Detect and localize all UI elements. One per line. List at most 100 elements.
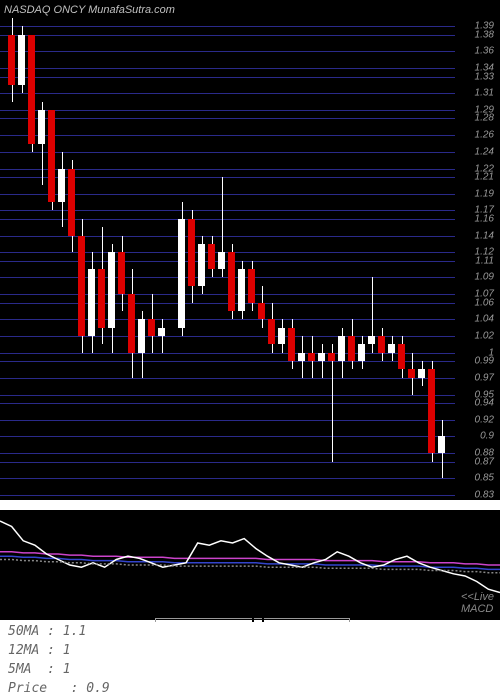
stat-price: Price : 0.9 bbox=[0, 679, 500, 698]
grid-line bbox=[0, 361, 455, 362]
stat-50ma: 50MA : 1.1 bbox=[0, 622, 500, 641]
y-axis-label: 0.99 bbox=[475, 356, 494, 367]
candle-body bbox=[408, 369, 415, 377]
candle-body bbox=[38, 110, 45, 143]
candle-body bbox=[428, 369, 435, 453]
y-axis-label: 0.97 bbox=[475, 372, 494, 383]
candle-body bbox=[228, 252, 235, 311]
y-axis-label: 0.87 bbox=[475, 456, 494, 467]
candle-body bbox=[298, 353, 305, 361]
y-axis-label: 0.94 bbox=[475, 397, 494, 408]
candle-body bbox=[68, 169, 75, 236]
grid-line bbox=[0, 236, 455, 237]
y-axis-label: 1.28 bbox=[475, 113, 494, 124]
grid-line bbox=[0, 93, 455, 94]
candle-body bbox=[378, 336, 385, 353]
y-axis-label: 1.11 bbox=[475, 255, 494, 266]
grid-line bbox=[0, 110, 455, 111]
y-axis-label: 1.33 bbox=[475, 71, 494, 82]
candle-body bbox=[398, 344, 405, 369]
chart-title: NASDAQ ONCY MunafaSutra.com bbox=[4, 4, 175, 16]
candle-body bbox=[98, 269, 105, 328]
grid-line bbox=[0, 395, 455, 396]
candle-wick bbox=[162, 319, 163, 352]
grid-line bbox=[0, 51, 455, 52]
y-axis-label: 1.38 bbox=[475, 29, 494, 40]
grid-line bbox=[0, 77, 455, 78]
grid-line bbox=[0, 453, 455, 454]
grid-line bbox=[0, 436, 455, 437]
y-axis-label: 1.16 bbox=[475, 213, 494, 224]
candle-body bbox=[148, 319, 155, 336]
grid-line bbox=[0, 35, 455, 36]
candle-body bbox=[78, 236, 85, 336]
candle-body bbox=[248, 269, 255, 302]
candle-body bbox=[8, 35, 15, 85]
candle-body bbox=[158, 328, 165, 336]
grid-line bbox=[0, 378, 455, 379]
grid-line bbox=[0, 420, 455, 421]
candle-body bbox=[348, 336, 355, 361]
live-label: <<Live MACD bbox=[461, 591, 494, 615]
candle-body bbox=[278, 328, 285, 345]
candle-body bbox=[328, 353, 335, 361]
candle-body bbox=[418, 369, 425, 377]
candlestick-chart: NASDAQ ONCY MunafaSutra.com 1.391.381.36… bbox=[0, 0, 500, 500]
macd-chart bbox=[0, 510, 500, 620]
y-axis-label: 0.92 bbox=[475, 414, 494, 425]
candle-body bbox=[48, 110, 55, 202]
y-axis-label: 1.31 bbox=[475, 88, 494, 99]
candle-body bbox=[268, 319, 275, 344]
candle-body bbox=[258, 303, 265, 320]
y-axis-label: 1.24 bbox=[475, 146, 494, 157]
y-axis-label: 0.85 bbox=[475, 473, 494, 484]
candle-body bbox=[118, 252, 125, 294]
candle-wick bbox=[322, 344, 323, 377]
candle-body bbox=[58, 169, 65, 202]
macd-line bbox=[0, 521, 500, 593]
candle-body bbox=[88, 269, 95, 336]
candle-wick bbox=[332, 344, 333, 461]
candle-body bbox=[368, 336, 375, 344]
candle-body bbox=[188, 219, 195, 286]
candle-body bbox=[18, 35, 25, 85]
y-axis-label: 1.06 bbox=[475, 297, 494, 308]
y-axis-label: 1.21 bbox=[475, 172, 494, 183]
stat-5ma: 5MA : 1 bbox=[0, 660, 500, 679]
grid-line bbox=[0, 135, 455, 136]
candle-body bbox=[28, 35, 35, 144]
y-axis-label: 1.09 bbox=[475, 272, 494, 283]
y-axis-label: 1.19 bbox=[475, 188, 494, 199]
candle-body bbox=[178, 219, 185, 328]
grid-line bbox=[0, 26, 455, 27]
candle-body bbox=[238, 269, 245, 311]
candle-body bbox=[208, 244, 215, 269]
candle-body bbox=[198, 244, 205, 286]
y-axis-label: 0.83 bbox=[475, 490, 494, 501]
grid-line bbox=[0, 478, 455, 479]
stats-panel: 50MA : 1.1 12MA : 1 5MA : 1 Price : 0.9 bbox=[0, 622, 500, 700]
y-axis-label: 1.04 bbox=[475, 314, 494, 325]
grid-line bbox=[0, 495, 455, 496]
y-axis-label: 0.9 bbox=[480, 431, 494, 442]
y-axis-label: 1.02 bbox=[475, 331, 494, 342]
grid-line bbox=[0, 462, 455, 463]
stat-12ma: 12MA : 1 bbox=[0, 641, 500, 660]
grid-line bbox=[0, 353, 455, 354]
grid-line bbox=[0, 118, 455, 119]
grid-line bbox=[0, 336, 455, 337]
candle-body bbox=[288, 328, 295, 361]
grid-line bbox=[0, 68, 455, 69]
y-axis-label: 1.26 bbox=[475, 130, 494, 141]
candle-body bbox=[218, 252, 225, 269]
candle-body bbox=[338, 336, 345, 361]
candle-body bbox=[128, 294, 135, 353]
candle-body bbox=[318, 353, 325, 361]
candle-body bbox=[108, 252, 115, 327]
grid-line bbox=[0, 319, 455, 320]
candle-body bbox=[138, 319, 145, 352]
y-axis-label: 1.14 bbox=[475, 230, 494, 241]
grid-line bbox=[0, 403, 455, 404]
candle-body bbox=[358, 344, 365, 361]
candle-body bbox=[388, 344, 395, 352]
